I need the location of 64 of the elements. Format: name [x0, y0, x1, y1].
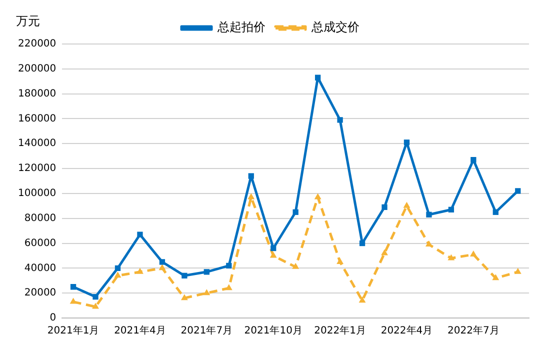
point: [381, 249, 388, 256]
point: [448, 206, 454, 212]
point: [137, 232, 143, 238]
point: [248, 193, 255, 200]
y-axis-title: 万元: [16, 14, 40, 28]
point: [470, 250, 477, 256]
point: [403, 202, 410, 208]
point: [426, 212, 432, 218]
point: [203, 289, 210, 296]
point: [159, 259, 166, 265]
point: [358, 296, 366, 303]
point: [292, 209, 298, 215]
point: [92, 302, 99, 309]
y-tick-label: 160000: [18, 113, 56, 124]
point: [336, 258, 344, 264]
y-tick-label: 60000: [24, 238, 56, 249]
x-tick-label: 2021年10月: [244, 324, 302, 337]
y-tick-label: 140000: [18, 138, 56, 150]
point: [70, 298, 77, 304]
legend-label: 总起拍价: [216, 20, 266, 34]
x-tick-label: 2022年4月: [380, 324, 433, 337]
point: [492, 274, 500, 280]
point: [114, 265, 121, 272]
point: [226, 262, 232, 269]
point: [359, 240, 366, 246]
y-tick-label: 180000: [18, 88, 56, 100]
point: [136, 268, 144, 274]
y-tick-label: 80000: [24, 212, 56, 224]
point: [404, 140, 410, 146]
point: [515, 188, 521, 194]
point: [492, 209, 498, 215]
point: [270, 245, 276, 252]
point: [314, 74, 321, 80]
point: [114, 272, 122, 278]
point: [270, 252, 277, 258]
x-tick-label: 2022年1月: [314, 324, 366, 337]
point: [70, 284, 76, 290]
point: [248, 173, 254, 179]
point: [314, 193, 322, 200]
point: [448, 254, 455, 260]
x-tick-label: 2021年7月: [180, 324, 233, 337]
point: [470, 157, 476, 163]
point: [514, 268, 522, 274]
point: [180, 294, 188, 300]
point: [182, 272, 188, 278]
point: [382, 204, 388, 210]
point: [426, 240, 432, 247]
y-tick-label: 40000: [24, 262, 56, 274]
y-tick-label: 100000: [18, 188, 56, 200]
x-tick-label: 2021年1月: [47, 324, 100, 337]
point: [225, 284, 232, 290]
y-tick-label: 220000: [18, 38, 56, 50]
point: [337, 117, 343, 123]
x-tick-label: 2022年7月: [448, 324, 500, 337]
y-tick-label: 20000: [24, 288, 56, 299]
legend-label: 总成交价: [310, 20, 360, 34]
point: [204, 269, 210, 275]
y-tick-label: 200000: [18, 64, 56, 75]
point: [292, 262, 300, 269]
y-tick-label: 120000: [18, 163, 56, 174]
point: [158, 264, 166, 270]
y-tick-label: 0: [50, 312, 56, 324]
point: [92, 294, 98, 300]
x-tick-label: 2021年4月: [114, 324, 166, 337]
